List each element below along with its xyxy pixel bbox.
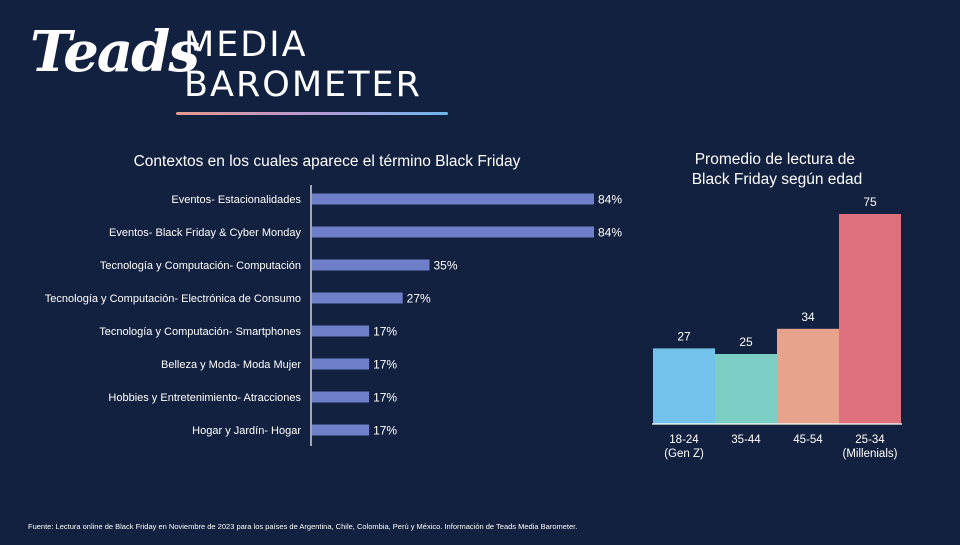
contexts-bar-chart: Eventos- Estacionalidades 84% Eventos- Bla…: [45, 193, 623, 438]
age-category-label: 18-24: [669, 434, 699, 446]
contexts-bar: [312, 391, 370, 403]
contexts-category-label: Belleza y Moda- Moda Mujer: [161, 359, 301, 371]
age-chart-title-line-2: Black Friday según edad: [692, 171, 863, 188]
age-value-label: 25: [739, 335, 753, 349]
contexts-value-label: 35%: [434, 259, 458, 273]
age-category-label: (Millenials): [843, 448, 898, 460]
contexts-value-label: 17%: [373, 358, 397, 372]
source-footnote: Fuente: Lectura online de Black Friday e…: [28, 522, 578, 531]
contexts-category-label: Tecnología y Computación- Smartphones: [99, 326, 301, 338]
contexts-bar: [312, 358, 370, 370]
contexts-category-label: Tecnología y Computación- Computación: [100, 260, 301, 272]
contexts-value-label: 84%: [598, 193, 622, 207]
logo-barometer-text: BAROMETER: [184, 65, 422, 105]
age-category-label: 35-44: [731, 434, 761, 446]
contexts-value-label: 17%: [373, 391, 397, 405]
age-bar: [653, 348, 715, 424]
contexts-value-label: 84%: [598, 226, 622, 240]
age-category-label: (Gen Z): [664, 448, 704, 460]
contexts-category-label: Hobbies y Entretenimiento- Atracciones: [108, 392, 301, 404]
contexts-category-label: Eventos- Estacionalidades: [171, 194, 301, 206]
contexts-value-label: 27%: [407, 292, 431, 306]
contexts-category-label: Eventos- Black Friday & Cyber Monday: [109, 227, 301, 239]
contexts-value-label: 17%: [373, 424, 397, 438]
age-bar: [777, 328, 839, 424]
age-bar: [715, 354, 777, 424]
logo-media-text: MEDIA: [184, 25, 308, 65]
age-value-label: 27: [677, 329, 691, 343]
age-category-label: 45-54: [793, 434, 823, 446]
contexts-bar: [312, 292, 403, 304]
contexts-bar: [312, 325, 370, 337]
logo-gradient-underline: [176, 112, 448, 115]
age-value-label: 34: [801, 310, 815, 324]
contexts-bar: [312, 193, 594, 205]
age-bar: [839, 214, 901, 424]
contexts-bar: [312, 424, 370, 436]
teads-logo-wordmark: Teads: [30, 19, 200, 85]
age-chart-title-line-1: Promedio de lectura de: [695, 151, 855, 168]
age-category-label: 25-34: [855, 434, 885, 446]
contexts-chart-title: Contextos en los cuales aparece el térmi…: [134, 153, 521, 170]
contexts-bar: [312, 259, 430, 271]
age-value-label: 75: [863, 195, 877, 209]
contexts-category-label: Tecnología y Computación- Electrónica de…: [45, 293, 301, 305]
age-bar-chart: 27 18-24 (Gen Z) 25 35-44 34 45-54 75 25-34 (Mill…: [653, 195, 901, 460]
age-chart-title: Promedio de lectura de Black Friday segú…: [692, 151, 863, 188]
contexts-value-label: 17%: [373, 325, 397, 339]
contexts-bar: [312, 226, 594, 238]
contexts-category-label: Hogar y Jardín- Hogar: [192, 425, 301, 437]
